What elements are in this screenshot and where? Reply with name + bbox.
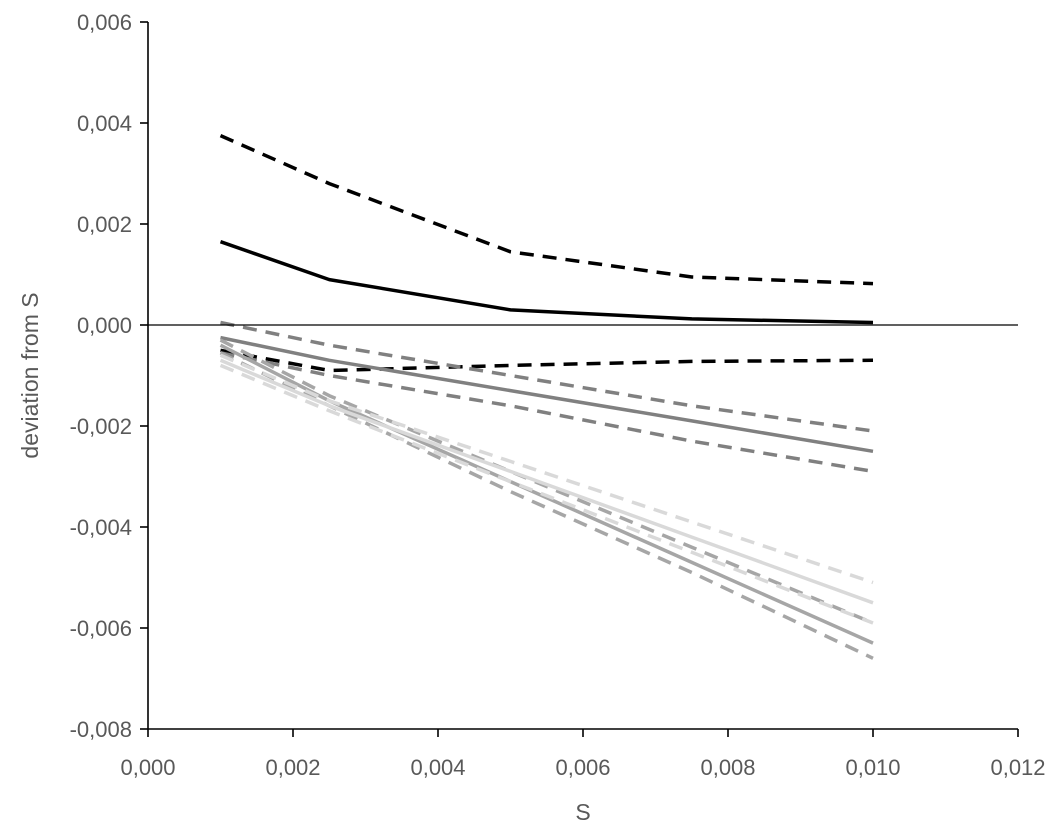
series-line-3 [220, 348, 874, 373]
y-tick-label: 0,000 [77, 313, 132, 338]
y-tick-label: -0,008 [70, 717, 132, 742]
series-line-6 [220, 351, 874, 474]
y-tick-label: 0,002 [77, 212, 132, 237]
x-axis-title: S [575, 799, 590, 825]
x-tick-label: 0,008 [700, 755, 755, 780]
series-line-12 [219, 363, 874, 625]
series-line-10 [219, 358, 874, 605]
x-tick-label: 0,012 [990, 755, 1045, 780]
x-tick-label: 0,000 [120, 755, 175, 780]
x-tick-label: 0,006 [555, 755, 610, 780]
series-line-11 [219, 353, 874, 585]
y-tick-label: -0,004 [70, 515, 132, 540]
series-line-4 [220, 335, 874, 454]
ticks-layer: 0,000 0,002 0,004 0,006 0,008 0,010 0,012 -0,00… [70, 10, 1046, 780]
series-line-1 [219, 240, 874, 325]
y-tick-label: -0,006 [70, 616, 132, 641]
series-line-9 [219, 351, 874, 660]
series-line-8 [219, 338, 874, 625]
x-tick-label: 0,010 [845, 755, 900, 780]
y-tick-label: 0,004 [77, 111, 132, 136]
y-tick-label: -0,002 [70, 414, 132, 439]
y-axis-title: deviation from S [17, 292, 43, 458]
series-line-5 [220, 320, 874, 433]
x-tick-label: 0,002 [265, 755, 320, 780]
series-layer [219, 133, 874, 660]
y-tick-label: 0,006 [77, 10, 132, 35]
series-line-2 [219, 133, 874, 286]
x-tick-label: 0,004 [410, 755, 465, 780]
